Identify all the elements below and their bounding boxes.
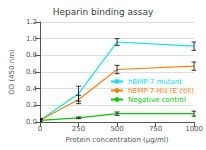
svg-text:500: 500 bbox=[110, 125, 123, 133]
svg-text:hBMP-7 mutant: hBMP-7 mutant bbox=[128, 78, 182, 86]
svg-text:0.4: 0.4 bbox=[26, 85, 38, 93]
svg-text:0.8: 0.8 bbox=[26, 51, 37, 59]
svg-text:Negative control: Negative control bbox=[128, 96, 186, 104]
svg-text:1.2: 1.2 bbox=[26, 18, 37, 26]
svg-text:0.6: 0.6 bbox=[26, 68, 38, 76]
svg-text:250: 250 bbox=[72, 125, 85, 133]
svg-text:1.0: 1.0 bbox=[26, 35, 37, 43]
svg-text:0: 0 bbox=[38, 125, 42, 133]
svg-text:1000: 1000 bbox=[185, 125, 203, 133]
svg-text:750: 750 bbox=[149, 125, 162, 133]
svg-text:0.2: 0.2 bbox=[26, 101, 37, 109]
svg-text:0.0: 0.0 bbox=[26, 118, 37, 126]
svg-text:Heparin binding assay: Heparin binding assay bbox=[53, 7, 154, 17]
svg-text:hBMP-7-His (E.coli): hBMP-7-His (E.coli) bbox=[128, 87, 194, 95]
svg-text:OD (450 nm): OD (450 nm) bbox=[8, 49, 16, 95]
svg-text:Protein concentration (μg/ml): Protein concentration (μg/ml) bbox=[66, 136, 169, 144]
